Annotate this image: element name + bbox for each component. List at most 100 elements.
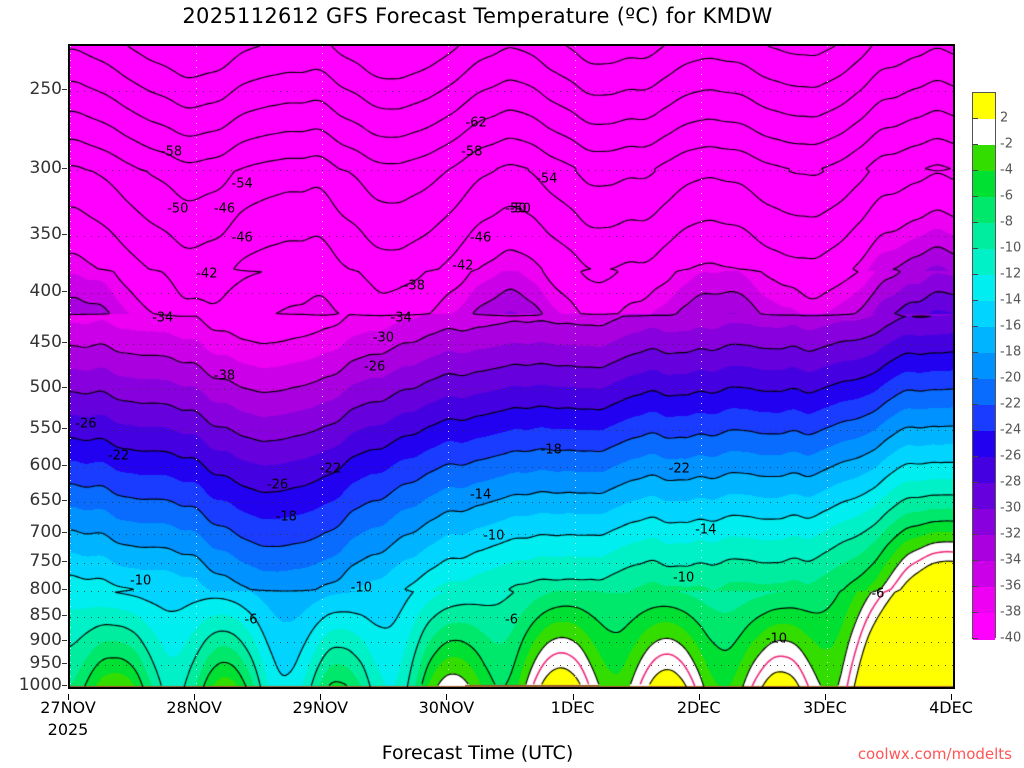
- colorbar-tick: [972, 222, 978, 223]
- pressure-tick-label: 650: [29, 489, 62, 510]
- colorbar-tick-label: -36: [1000, 578, 1022, 594]
- temperature-field-canvas: [70, 46, 953, 687]
- time-tick: [446, 694, 448, 700]
- time-tick: [951, 694, 952, 700]
- colorbar-band: [973, 223, 995, 250]
- colorbar-band: [973, 431, 995, 458]
- colorbar-band: [973, 93, 995, 120]
- colorbar-tick-label: -20: [1000, 370, 1022, 386]
- pressure-tick-label: 900: [29, 629, 62, 650]
- x-axis-title: Forecast Time (UTC): [381, 742, 574, 764]
- colorbar-band: [973, 483, 995, 510]
- colorbar-tick: [972, 196, 978, 197]
- colorbar-tick: [972, 560, 978, 561]
- pressure-tick: [62, 291, 67, 293]
- pressure-tick-label: 950: [29, 652, 62, 673]
- page-title: 2025112612 GFS Forecast Temperature (ºC)…: [182, 4, 773, 28]
- colorbar: [972, 92, 996, 640]
- time-tick-label: 4DEC: [929, 698, 973, 717]
- colorbar-band: [973, 171, 995, 198]
- colorbar-band: [973, 301, 995, 328]
- pressure-tick-label: 250: [29, 79, 62, 100]
- pressure-tick-label: 600: [29, 455, 62, 476]
- colorbar-band: [973, 379, 995, 406]
- contour-canvas-wrap: [70, 46, 953, 687]
- pressure-tick: [62, 662, 67, 664]
- colorbar-tick-label: -6: [1000, 188, 1013, 204]
- colorbar-tick: [972, 378, 978, 379]
- pressure-tick: [62, 561, 67, 563]
- colorbar-tick: [972, 586, 978, 587]
- colorbar-tick: [972, 118, 978, 119]
- pressure-tick: [62, 341, 67, 343]
- pressure-tick: [62, 531, 67, 533]
- colorbar-band: [973, 275, 995, 302]
- colorbar-band: [973, 613, 995, 640]
- pressure-tick: [62, 387, 67, 389]
- pressure-axis: 250 300 350 400 450 500 550 600 650 700 750 800 850 9…: [0, 44, 62, 695]
- pressure-tick-label: 300: [29, 157, 62, 178]
- colorbar-tick-label: -14: [1000, 292, 1022, 308]
- colorbar-tick-label: -8: [1000, 214, 1013, 230]
- time-tick: [572, 694, 574, 700]
- pressure-tick: [62, 685, 67, 686]
- colorbar-tick: [972, 326, 978, 327]
- colorbar-tick-label: -4: [1000, 162, 1013, 178]
- colorbar-tick-label: -22: [1000, 396, 1022, 412]
- time-tick-label: 1DEC: [550, 698, 595, 717]
- colorbar-band: [973, 249, 995, 276]
- time-tick-label: 3DEC: [802, 698, 847, 717]
- time-tick: [320, 694, 322, 700]
- colorbar-tick-label: -18: [1000, 344, 1022, 360]
- watermark: coolwx.com/modelts: [857, 745, 1012, 763]
- colorbar-band: [973, 145, 995, 172]
- colorbar-tick-label: 2: [1000, 110, 1009, 126]
- colorbar-tick-label: -16: [1000, 318, 1022, 334]
- colorbar-tick-label: -26: [1000, 448, 1022, 464]
- pressure-gridline: [70, 687, 953, 688]
- colorbar-tick: [972, 352, 978, 353]
- colorbar-tick-label: -2: [1000, 136, 1013, 152]
- pressure-tick: [62, 428, 67, 430]
- pressure-tick-label: 350: [29, 223, 62, 244]
- time-tick: [824, 694, 826, 700]
- time-axis: 27NOV 28NOV 29NOV 30NOV 1DEC 2DEC 3DEC 4DEC 2025: [0, 694, 1024, 739]
- colorbar-band: [973, 535, 995, 562]
- colorbar-tick: [972, 404, 978, 405]
- colorbar-tick: [972, 508, 978, 509]
- time-tick: [194, 694, 196, 700]
- colorbar-tick: [972, 144, 978, 145]
- colorbar-band: [973, 457, 995, 484]
- colorbar-tick-label: -24: [1000, 422, 1022, 438]
- year-label: 2025: [47, 720, 89, 739]
- colorbar-tick: [972, 170, 978, 171]
- pressure-tick-label: 450: [29, 331, 62, 352]
- pressure-tick: [62, 615, 67, 617]
- pressure-tick-label: 700: [29, 521, 62, 542]
- colorbar-band: [973, 353, 995, 380]
- time-tick-label: 2DEC: [676, 698, 721, 717]
- pressure-tick: [62, 167, 67, 169]
- colorbar-tick-label: -34: [1000, 552, 1022, 568]
- time-gridline: [953, 46, 954, 687]
- pressure-tick-label: 750: [29, 551, 62, 572]
- colorbar-tick: [972, 248, 978, 249]
- pressure-tick-label: 800: [29, 579, 62, 600]
- pressure-tick: [62, 89, 67, 91]
- colorbar-tick: [972, 612, 978, 613]
- colorbar-tick-label: -40: [1000, 630, 1022, 646]
- colorbar-tick: [972, 274, 978, 275]
- time-tick-label: 29NOV: [292, 698, 349, 717]
- pressure-tick: [62, 233, 67, 235]
- colorbar-tick: [972, 638, 978, 639]
- colorbar-band: [973, 509, 995, 536]
- pressure-tick-label: 550: [29, 418, 62, 439]
- colorbar-tick-label: -28: [1000, 474, 1022, 490]
- temperature-cross-section-plot: -62 -58 -58 -54 -54 -50 -50 -50 -46 -46 -46 -42 -42-…: [68, 44, 955, 689]
- colorbar-tick-label: -32: [1000, 526, 1022, 542]
- pressure-tick-label: 850: [29, 605, 62, 626]
- pressure-tick-label: 1000: [18, 675, 62, 695]
- pressure-tick-label: 500: [29, 377, 62, 398]
- colorbar-band: [973, 197, 995, 224]
